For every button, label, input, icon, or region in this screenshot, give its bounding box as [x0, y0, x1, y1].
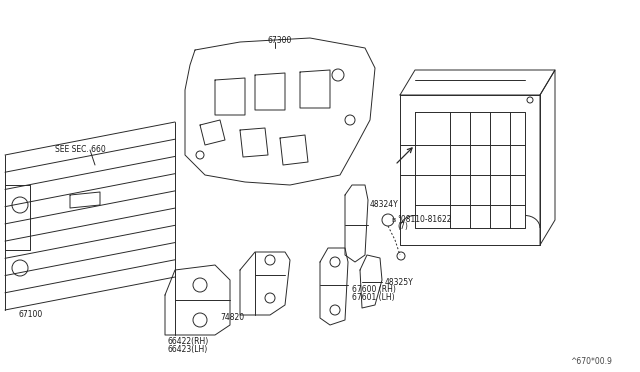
- Text: 48325Y: 48325Y: [385, 278, 413, 287]
- Text: 48324Y: 48324Y: [370, 200, 399, 209]
- Text: 66422(RH): 66422(RH): [168, 337, 209, 346]
- Text: (7): (7): [397, 222, 408, 231]
- Text: SEE SEC. 660: SEE SEC. 660: [55, 145, 106, 154]
- Text: °08110-81622: °08110-81622: [397, 215, 451, 224]
- Text: 74820: 74820: [220, 313, 244, 322]
- Text: 66423(LH): 66423(LH): [168, 345, 208, 354]
- Text: 67601 (LH): 67601 (LH): [352, 293, 395, 302]
- Text: 67100: 67100: [18, 310, 42, 319]
- Text: 67300: 67300: [268, 36, 292, 45]
- Text: 67600 (RH): 67600 (RH): [352, 285, 396, 294]
- Text: ^670*00.9: ^670*00.9: [570, 357, 612, 366]
- Text: B: B: [391, 218, 396, 222]
